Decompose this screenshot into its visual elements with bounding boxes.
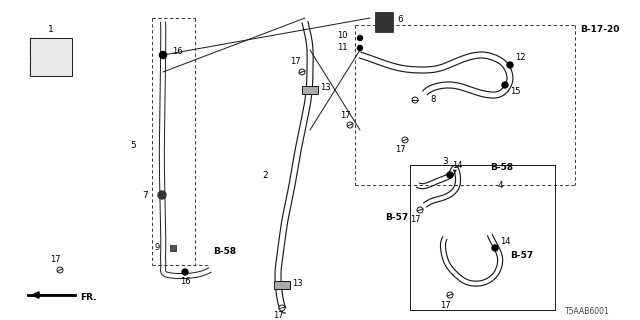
Circle shape	[158, 191, 166, 199]
Text: B-57: B-57	[510, 251, 533, 260]
Text: 3: 3	[442, 157, 448, 166]
Bar	[170, 245, 176, 251]
Text: 5: 5	[130, 140, 136, 149]
Circle shape	[507, 62, 513, 68]
Bar	[30, 38, 72, 76]
Circle shape	[447, 292, 453, 298]
Text: B-57: B-57	[385, 213, 408, 222]
Text: 17: 17	[50, 255, 60, 265]
Text: 7: 7	[142, 190, 148, 199]
Text: 16: 16	[180, 277, 190, 286]
Text: 2: 2	[262, 171, 268, 180]
Circle shape	[347, 122, 353, 128]
Text: 1: 1	[48, 26, 54, 35]
Text: 12: 12	[515, 53, 525, 62]
Text: 17: 17	[395, 146, 405, 155]
Circle shape	[279, 305, 285, 311]
Text: 14: 14	[500, 237, 511, 246]
Text: B-58: B-58	[490, 164, 513, 172]
Text: 17: 17	[410, 215, 420, 225]
Text: 10: 10	[337, 30, 348, 39]
Circle shape	[182, 269, 188, 275]
Circle shape	[417, 207, 423, 213]
Text: 4: 4	[497, 180, 503, 189]
Text: B-58: B-58	[213, 247, 236, 257]
Text: 8: 8	[430, 95, 435, 105]
Circle shape	[159, 52, 166, 59]
Text: 13: 13	[320, 84, 331, 92]
Circle shape	[358, 45, 362, 51]
Text: 14: 14	[452, 161, 463, 170]
Text: 13: 13	[292, 278, 303, 287]
Circle shape	[447, 172, 453, 178]
Bar	[302, 86, 318, 94]
Circle shape	[57, 267, 63, 273]
Text: 16: 16	[172, 47, 182, 57]
Text: 17: 17	[273, 310, 284, 319]
Text: T5AAB6001: T5AAB6001	[565, 308, 610, 316]
Text: FR.: FR.	[80, 292, 97, 301]
Text: 17: 17	[440, 300, 451, 309]
Circle shape	[492, 245, 498, 251]
Circle shape	[358, 36, 362, 41]
Text: B-17-20: B-17-20	[580, 26, 620, 35]
Circle shape	[402, 137, 408, 143]
Text: 15: 15	[510, 87, 520, 97]
Text: 6: 6	[397, 15, 403, 25]
Circle shape	[502, 82, 508, 88]
Bar	[375, 12, 393, 32]
Text: 17: 17	[290, 58, 300, 67]
Text: 9: 9	[155, 243, 160, 252]
Text: 11: 11	[337, 44, 348, 52]
Circle shape	[299, 69, 305, 75]
Circle shape	[412, 97, 418, 103]
Bar	[274, 281, 290, 289]
Text: 17: 17	[340, 110, 350, 119]
